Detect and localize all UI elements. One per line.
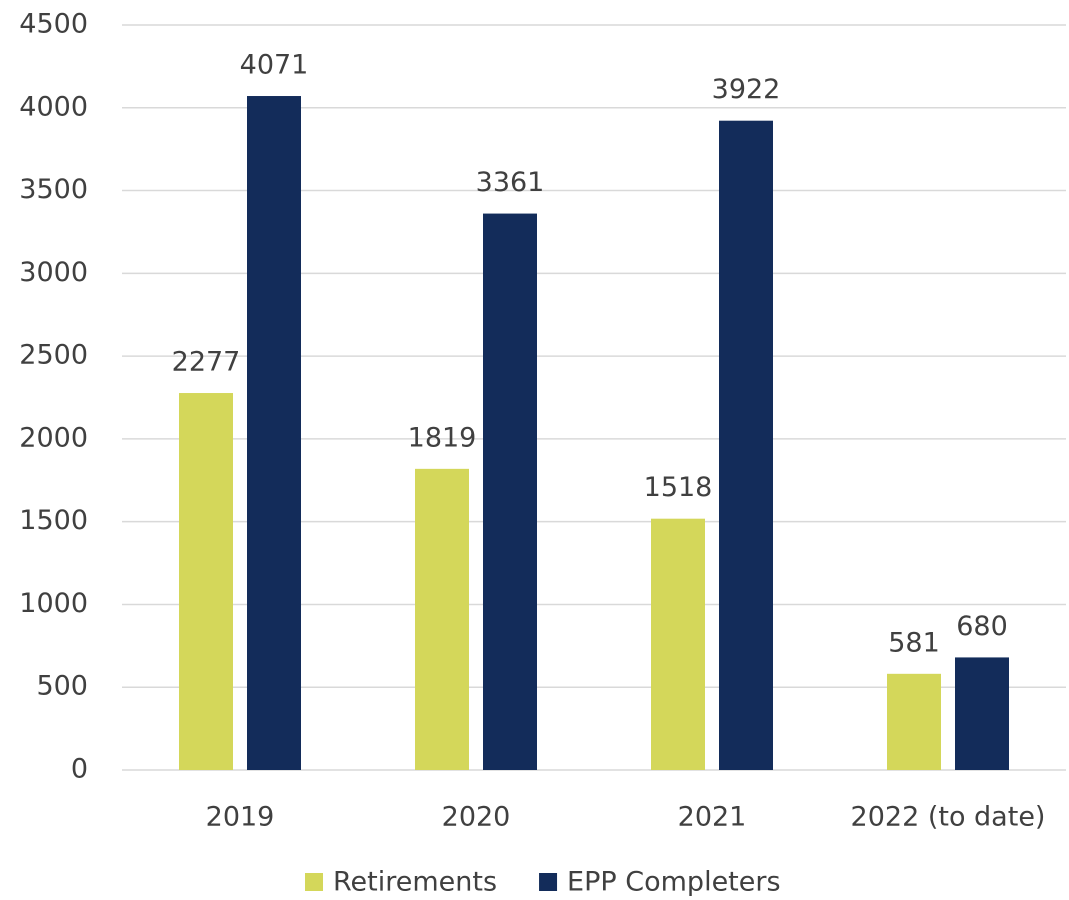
bar [483,213,537,771]
x-tick-label: 2021 [678,802,747,833]
data-label: 680 [956,611,1008,642]
y-tick-label: 1000 [19,588,88,619]
x-tick-label: 2022 (to date) [851,802,1046,833]
y-tick-label: 1500 [19,505,88,536]
x-tick-label: 2019 [206,802,275,833]
data-label: 2277 [172,347,241,378]
legend-label: EPP Completers [567,867,781,898]
bar [247,96,301,771]
legend-swatch [539,873,558,891]
data-label: 3361 [476,167,545,198]
y-tick-label: 3500 [19,174,88,205]
bar [955,657,1009,770]
bar [887,673,941,770]
data-label: 581 [888,627,940,658]
y-tick-label: 500 [36,671,88,702]
data-label: 1518 [644,472,713,503]
y-tick-label: 0 [71,754,88,785]
bar [415,468,469,770]
bar [719,120,773,771]
legend-label: Retirements [333,867,497,898]
bar [179,393,233,770]
y-tick-label: 2500 [19,340,88,371]
y-tick-label: 3000 [19,257,88,288]
y-tick-label: 4000 [19,91,88,122]
bar [651,518,705,770]
data-label: 1819 [408,422,477,453]
x-tick-label: 2020 [442,802,511,833]
data-label: 4071 [240,50,309,81]
y-tick-label: 4500 [19,9,88,40]
y-tick-label: 2000 [19,422,88,453]
legend-swatch [305,873,323,891]
data-label: 3922 [712,74,781,105]
